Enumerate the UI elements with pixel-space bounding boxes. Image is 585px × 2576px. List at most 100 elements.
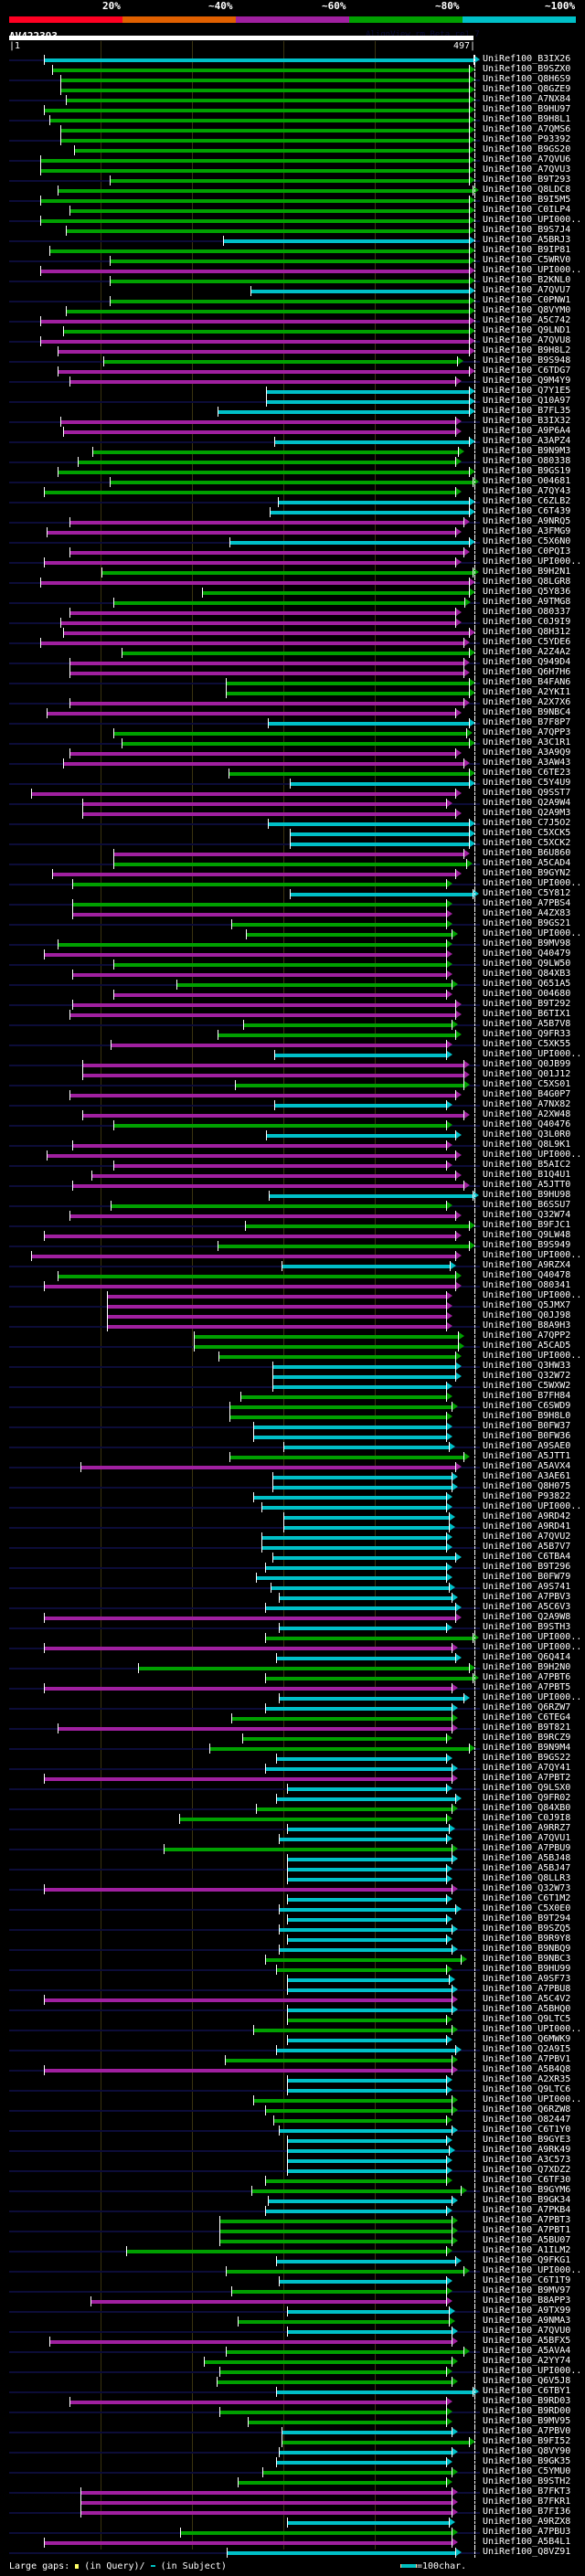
hit-row[interactable]: UniRef100_A5CAD4 <box>0 858 585 869</box>
alignment-bar[interactable] <box>60 79 469 82</box>
hit-row[interactable]: UniRef100_B9I5M5 <box>0 195 585 206</box>
alignment-bar[interactable] <box>225 2350 463 2354</box>
hit-name-link[interactable]: UniRef100_Q6MWK9 <box>483 2034 571 2044</box>
alignment-bar[interactable] <box>256 1807 452 1811</box>
hit-name-link[interactable]: UniRef100_A7PBU3 <box>483 2527 571 2537</box>
hit-name-link[interactable]: UniRef100_A7QPP2 <box>483 1330 571 1341</box>
hit-name-link[interactable]: UniRef100_Q5JMX7 <box>483 1300 571 1310</box>
hit-name-link[interactable]: UniRef100_A5C4V2 <box>483 1994 571 2004</box>
hit-name-link[interactable]: UniRef100_B6SSU7 <box>483 1200 571 1210</box>
alignment-bar[interactable] <box>43 109 469 112</box>
hit-name-link[interactable]: UniRef100_P93822 <box>483 1491 571 1501</box>
alignment-bar[interactable] <box>264 2109 452 2113</box>
alignment-bar[interactable] <box>219 2370 447 2374</box>
alignment-bar[interactable] <box>264 1606 455 1610</box>
hit-name-link[interactable]: UniRef100_A5B4L1 <box>483 2537 571 2547</box>
hit-row[interactable]: UniRef100_B9T292 <box>0 999 585 1010</box>
hit-row[interactable]: UniRef100_C7J5O2 <box>0 818 585 829</box>
hit-name-link[interactable]: UniRef100_C5XCK5 <box>483 828 571 838</box>
hit-name-link[interactable]: UniRef100_B9GYM6 <box>483 2185 571 2195</box>
alignment-bar[interactable] <box>264 1958 461 1962</box>
hit-name-link[interactable]: UniRef100_Q9LTC6 <box>483 2084 571 2094</box>
alignment-bar[interactable] <box>81 1114 463 1118</box>
hit-row[interactable]: UniRef100_C0PQI3 <box>0 546 585 557</box>
hit-row[interactable]: UniRef100_A5B4L1 <box>0 2537 585 2548</box>
hit-row[interactable]: UniRef100_A9RD42 <box>0 1511 585 1522</box>
hit-name-link[interactable]: UniRef100_C5XS01 <box>483 1079 571 1089</box>
alignment-bar[interactable] <box>193 1345 458 1349</box>
hit-name-link[interactable]: UniRef100_A9TX99 <box>483 2306 571 2316</box>
hit-row[interactable]: UniRef100_UPI000.. <box>0 1692 585 1703</box>
hit-name-link[interactable]: UniRef100_C0PNW1 <box>483 295 571 305</box>
hit-name-link[interactable]: UniRef100_UPI000.. <box>483 2094 582 2104</box>
alignment-bar[interactable] <box>101 571 473 575</box>
hit-row[interactable]: UniRef100_B9GYE3 <box>0 2135 585 2146</box>
alignment-bar[interactable] <box>275 1968 447 1972</box>
alignment-bar[interactable] <box>30 792 455 796</box>
hit-row[interactable]: UniRef100_Q32W73 <box>0 1883 585 1894</box>
hit-name-link[interactable]: UniRef100_B7FKT3 <box>483 2486 571 2496</box>
hit-name-link[interactable]: UniRef100_B9H8L2 <box>483 345 571 355</box>
hit-name-link[interactable]: UniRef100_UPI000.. <box>483 928 582 938</box>
hit-name-link[interactable]: UniRef100_B9NBC4 <box>483 707 571 717</box>
alignment-bar[interactable] <box>43 1777 452 1781</box>
hit-row[interactable]: UniRef100_Q9LSX0 <box>0 1783 585 1794</box>
alignment-bar[interactable] <box>253 1426 447 1429</box>
hit-name-link[interactable]: UniRef100_O82447 <box>483 2115 571 2125</box>
alignment-bar[interactable] <box>261 1506 447 1510</box>
hit-row[interactable]: UniRef100_A9S741 <box>0 1582 585 1593</box>
hit-name-link[interactable]: UniRef100_B9N9M3 <box>483 446 571 456</box>
hit-name-link[interactable]: UniRef100_Q9FKG1 <box>483 2255 571 2265</box>
alignment-bar[interactable] <box>287 2169 447 2173</box>
hit-name-link[interactable]: UniRef100_A7PBU9 <box>483 1843 571 1853</box>
hit-row[interactable]: UniRef100_A5JTT1 <box>0 1451 585 1462</box>
hit-name-link[interactable]: UniRef100_UPI000.. <box>483 1150 582 1160</box>
hit-name-link[interactable]: UniRef100_A5BJ48 <box>483 1853 571 1863</box>
hit-row[interactable]: UniRef100_UPI000.. <box>0 1351 585 1362</box>
alignment-bar[interactable] <box>121 652 469 655</box>
hit-row[interactable]: UniRef100_B9GYM6 <box>0 2185 585 2196</box>
alignment-bar[interactable] <box>71 903 447 906</box>
hit-name-link[interactable]: UniRef100_B9SZQ5 <box>483 1924 571 1934</box>
hit-row[interactable]: UniRef100_A7QVU3 <box>0 164 585 175</box>
hit-row[interactable]: UniRef100_B9SZQ5 <box>0 1924 585 1935</box>
alignment-bar[interactable] <box>179 1818 447 1821</box>
alignment-bar[interactable] <box>112 732 466 736</box>
hit-row[interactable]: UniRef100_UPI000.. <box>0 1642 585 1653</box>
alignment-bar[interactable] <box>58 1727 452 1731</box>
hit-name-link[interactable]: UniRef100_Q6H7H6 <box>483 667 571 677</box>
hit-name-link[interactable]: UniRef100_Q40476 <box>483 1119 571 1129</box>
hit-name-link[interactable]: UniRef100_B2KNL0 <box>483 275 571 285</box>
alignment-bar[interactable] <box>109 260 469 263</box>
hit-row[interactable]: UniRef100_A7PKB4 <box>0 2205 585 2216</box>
hit-row[interactable]: UniRef100_C6TE23 <box>0 768 585 779</box>
alignment-bar[interactable] <box>246 933 452 937</box>
hit-name-link[interactable]: UniRef100_B9S948 <box>483 355 571 366</box>
alignment-bar[interactable] <box>234 1084 463 1087</box>
alignment-bar[interactable] <box>225 692 469 695</box>
alignment-bar[interactable] <box>39 581 469 585</box>
hit-name-link[interactable]: UniRef100_C5X0E0 <box>483 1903 571 1913</box>
alignment-bar[interactable] <box>270 1586 450 1590</box>
hit-row[interactable]: UniRef100_A5BHQ0 <box>0 2004 585 2015</box>
alignment-bar[interactable] <box>92 451 458 454</box>
alignment-bar[interactable] <box>71 1184 463 1188</box>
hit-row[interactable]: UniRef100_A7PBT5 <box>0 1682 585 1693</box>
hit-name-link[interactable]: UniRef100_B9IP81 <box>483 245 571 255</box>
hit-name-link[interactable]: UniRef100_A7NX82 <box>483 1099 571 1109</box>
hit-row[interactable]: UniRef100_C5XCK5 <box>0 828 585 839</box>
hit-name-link[interactable]: UniRef100_Q8GZE9 <box>483 84 571 94</box>
alignment-bar[interactable] <box>81 1064 463 1067</box>
alignment-bar[interactable] <box>237 2481 447 2485</box>
hit-name-link[interactable]: UniRef100_A5C742 <box>483 315 571 325</box>
hit-row[interactable]: UniRef100_Q9FR33 <box>0 1029 585 1040</box>
hit-row[interactable]: UniRef100_A9SAE0 <box>0 1441 585 1452</box>
hit-row[interactable]: UniRef100_Q8VYM0 <box>0 305 585 316</box>
alignment-bar[interactable] <box>287 2089 447 2093</box>
alignment-bar[interactable] <box>39 169 469 173</box>
hit-row[interactable]: UniRef100_Q8L9K1 <box>0 1140 585 1150</box>
hit-row[interactable]: UniRef100_B9H2N1 <box>0 567 585 578</box>
hit-name-link[interactable]: UniRef100_Q32W73 <box>483 1883 571 1893</box>
alignment-bar[interactable] <box>287 1918 447 1922</box>
hit-row[interactable]: UniRef100_B9N9M4 <box>0 1743 585 1754</box>
